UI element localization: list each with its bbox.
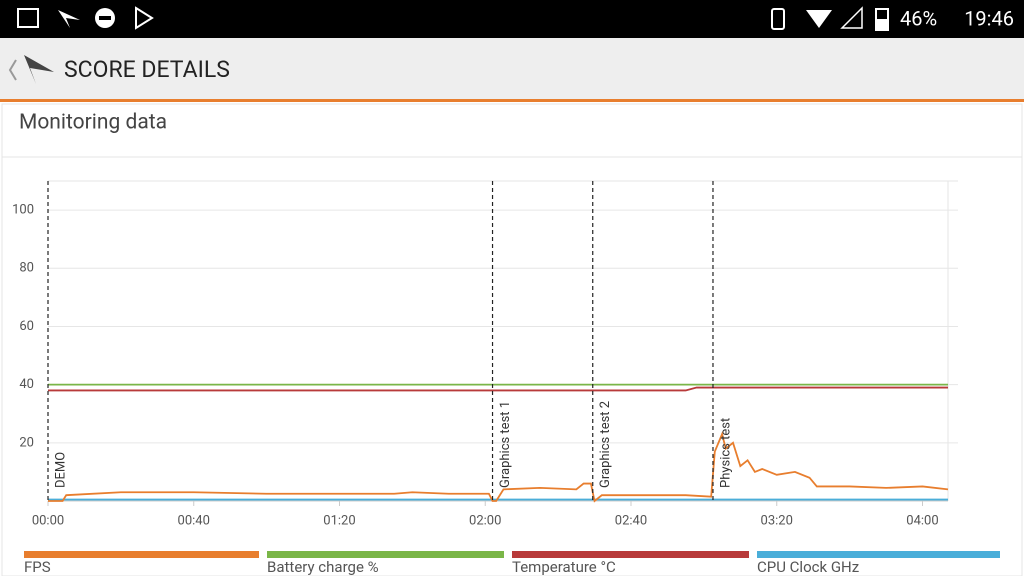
icon-vibrate [771, 8, 785, 30]
series-line [48, 431, 949, 503]
icon-battery-level [876, 19, 888, 30]
legend-swatch [267, 551, 504, 558]
app-logo [24, 55, 54, 84]
x-tick-label: 01:20 [323, 513, 355, 528]
legend-swatch [24, 551, 259, 558]
clock: 19:46 [964, 6, 1014, 30]
marker-label: Graphics test 1 [498, 401, 513, 488]
icon-task [135, 6, 154, 30]
icon-signal [840, 6, 863, 29]
marker-label: Graphics test 2 [598, 401, 613, 488]
legend-label: CPU Clock GHz [757, 558, 859, 576]
y-tick-label: 40 [19, 377, 34, 392]
marker-label: Physics test [718, 418, 733, 488]
legend-swatch [757, 551, 1000, 558]
y-tick-label: 100 [12, 203, 34, 218]
icon-gallery [17, 8, 39, 28]
legend-label: Temperature °C [512, 558, 616, 576]
card-title: Monitoring data [19, 111, 167, 135]
x-tick-label: 00:40 [178, 513, 210, 528]
icon-dnd-bar [99, 16, 111, 20]
y-tick-label: 80 [19, 261, 34, 276]
legend-label: Battery charge % [267, 558, 379, 576]
battery-percent: 46% [900, 6, 937, 30]
y-tick-label: 60 [19, 319, 34, 334]
x-tick-label: 02:40 [615, 513, 647, 528]
x-tick-label: 00:00 [32, 513, 64, 528]
chart: 20 40 60 80 100 00:00 00:40 01:20 02:00 02:40 03:2… [12, 180, 1000, 576]
marker-label: DEMO [53, 452, 68, 488]
app-bar-accent [0, 99, 1024, 102]
card [1, 103, 1023, 576]
series-line [48, 386, 948, 392]
icon-wifi [806, 10, 832, 28]
legend-swatch [512, 551, 749, 558]
x-tick-label: 03:20 [761, 513, 793, 528]
status-bar [0, 0, 1024, 38]
app-bar [0, 38, 1024, 100]
back-button[interactable] [8, 59, 17, 81]
legend-label: FPS [24, 558, 51, 576]
icon-app [58, 10, 80, 28]
x-tick-label: 02:00 [469, 513, 501, 528]
y-tick-label: 20 [19, 435, 34, 450]
app-title: SCORE DETAILS [64, 56, 230, 83]
x-tick-label: 04:00 [906, 513, 938, 528]
